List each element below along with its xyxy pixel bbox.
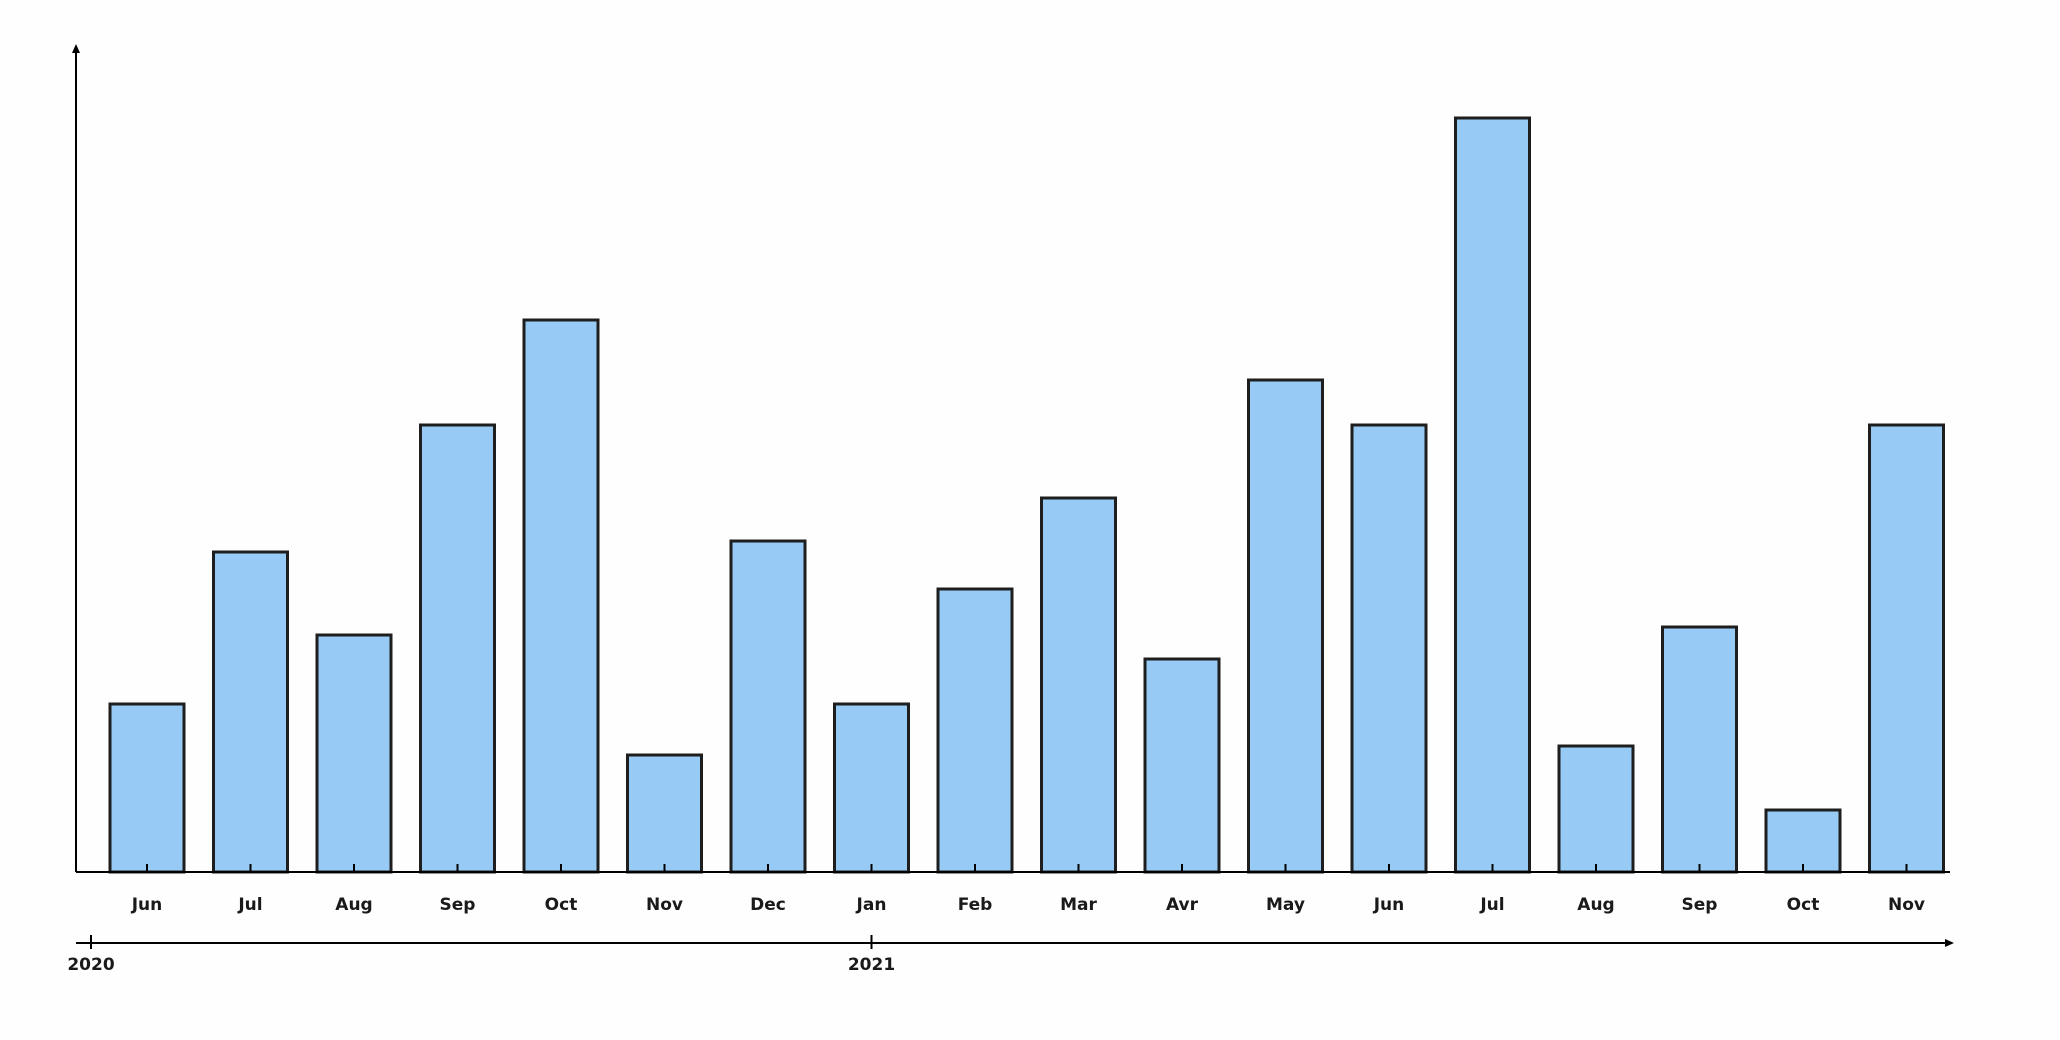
x-tick-label-15: Aug [1577, 895, 1614, 915]
year-layer: 2020 2021 [67, 935, 895, 975]
bar-7 [729, 539, 807, 874]
bar-2 [212, 550, 289, 874]
bar-8 [833, 702, 910, 874]
bar-17 [1764, 808, 1842, 874]
x-tick-label-2: Jul [237, 895, 262, 915]
x-tick-label-14: Jul [1479, 895, 1504, 915]
x-tick-label-1: Jun [131, 895, 163, 915]
x-labels-layer: Jun Jul Aug Sep Oct Nov Dec Jan Feb Mar Avr May Jun J… [131, 895, 1925, 915]
bar-10 [1040, 496, 1117, 874]
bar-4 [419, 423, 496, 874]
bar-15 [1557, 744, 1635, 874]
x-tick-label-13: Jun [1373, 895, 1405, 915]
bar-18 [1868, 423, 1945, 874]
bar-16 [1661, 625, 1738, 874]
bars-layer [108, 116, 1945, 874]
bar-5 [522, 318, 600, 874]
bar-13 [1350, 423, 1428, 874]
bar-3 [315, 633, 393, 874]
x-tick-label-11: Avr [1166, 895, 1199, 915]
x-tick-label-4: Sep [440, 895, 476, 915]
x-ticks-layer [146, 864, 1908, 872]
x-tick-label-7: Dec [750, 895, 786, 915]
year-label-2020: 2020 [67, 955, 114, 975]
x-tick-label-3: Aug [335, 895, 372, 915]
bar-12 [1247, 378, 1324, 874]
x-tick-label-9: Feb [958, 895, 993, 915]
x-tick-label-12: May [1266, 895, 1305, 915]
x-tick-label-18: Nov [1888, 895, 1925, 915]
x-tick-label-5: Oct [545, 895, 578, 915]
x-tick-label-16: Sep [1682, 895, 1718, 915]
year-label-2021: 2021 [848, 955, 895, 975]
bar-1 [108, 702, 186, 874]
bar-14 [1454, 116, 1531, 874]
bar-9 [936, 587, 1014, 874]
bar-6 [626, 753, 703, 874]
x-tick-label-8: Jan [856, 895, 887, 915]
x-tick-label-6: Nov [646, 895, 683, 915]
bar-11 [1143, 657, 1221, 874]
x-tick-label-10: Mar [1060, 895, 1097, 915]
x-tick-label-17: Oct [1787, 895, 1820, 915]
